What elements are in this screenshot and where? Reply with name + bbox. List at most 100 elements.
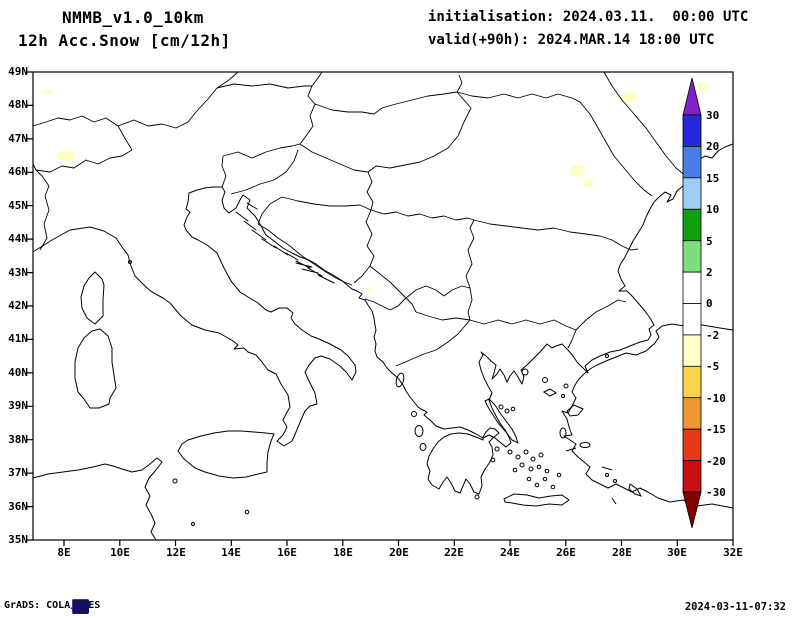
model-name: NMMB_v1.0_10km xyxy=(62,8,204,27)
lon-label: 16E xyxy=(277,546,297,559)
island xyxy=(613,479,617,483)
colorbar-segment xyxy=(682,365,702,399)
lon-label: 24E xyxy=(500,546,520,559)
axis-ticks xyxy=(27,71,734,546)
snow-patch xyxy=(583,179,593,187)
colorbar-segment xyxy=(682,208,702,242)
colorbar-tick-label: 0 xyxy=(706,297,713,310)
lon-label: 30E xyxy=(667,546,687,559)
islands xyxy=(128,260,643,526)
grads-credit: GrADS: COLA/IGES xyxy=(4,600,101,611)
colorbar-segment xyxy=(682,334,702,367)
colorbar-segment xyxy=(682,271,702,305)
island xyxy=(563,383,569,389)
island-zakynthos xyxy=(419,443,427,451)
island-karpathos xyxy=(611,497,617,505)
colorbar-segment xyxy=(682,145,702,179)
island xyxy=(534,482,540,488)
colorbar-tick-label: 5 xyxy=(706,235,713,248)
island xyxy=(512,467,518,473)
island xyxy=(494,446,500,452)
island-malta xyxy=(244,509,250,515)
lon-label: 12E xyxy=(166,546,186,559)
coastlines xyxy=(32,143,734,541)
island xyxy=(504,408,510,414)
snow-patch xyxy=(569,165,585,177)
island xyxy=(605,473,609,477)
colorbar-tick-label: 10 xyxy=(706,203,720,216)
lat-label: 46N xyxy=(8,165,28,178)
colorbar-tick-label: -5 xyxy=(706,360,720,373)
island xyxy=(474,494,480,500)
lat-label: 35N xyxy=(8,533,28,546)
grads-logo xyxy=(72,599,89,614)
lat-label: 40N xyxy=(8,366,28,379)
island-samothrace xyxy=(542,377,548,383)
colorbar-segment xyxy=(682,397,702,430)
snow-patch xyxy=(42,89,52,95)
island xyxy=(507,449,513,455)
coastline-mainland xyxy=(32,143,734,448)
lon-label: 32E xyxy=(723,546,743,559)
coastline-sardinia xyxy=(74,328,117,409)
lat-label: 44N xyxy=(8,232,28,245)
island xyxy=(556,472,562,478)
island xyxy=(538,452,544,458)
coastline-crete xyxy=(503,493,570,507)
coastline-north-africa xyxy=(32,457,163,541)
init-time: initialisation: 2024.03.11. 00:00 UTC xyxy=(428,9,749,25)
lon-label: 8E xyxy=(57,546,71,559)
colorbar-tick-label: -15 xyxy=(706,423,726,436)
lat-label: 48N xyxy=(8,98,28,111)
coastline-turkey xyxy=(561,323,734,509)
island xyxy=(523,449,529,455)
colorbar-segment xyxy=(682,460,702,493)
snow-patch xyxy=(697,82,709,90)
lat-label: 47N xyxy=(8,132,28,145)
island xyxy=(510,406,516,412)
lon-label: 18E xyxy=(333,546,353,559)
valid-time: valid(+90h): 2024.MAR.14 18:00 UTC xyxy=(428,32,715,48)
island xyxy=(536,464,542,470)
product-name: 12h Acc.Snow [cm/12h] xyxy=(18,31,231,50)
coastline-peloponnese xyxy=(426,427,500,495)
island-limnos xyxy=(543,388,557,397)
island-lesbos xyxy=(566,404,584,417)
island-lampedusa xyxy=(191,522,195,526)
colorbar-arrow-bottom xyxy=(682,491,702,529)
island xyxy=(528,466,534,472)
lon-label: 28E xyxy=(612,546,632,559)
snow-accumulation-patches xyxy=(42,82,709,292)
island-thasos xyxy=(521,368,529,376)
lat-label: 42N xyxy=(8,299,28,312)
colorbar-tick-label: -2 xyxy=(706,329,720,342)
lat-label: 43N xyxy=(8,266,28,279)
island xyxy=(605,354,609,358)
island-elba xyxy=(128,260,132,264)
lon-label: 14E xyxy=(221,546,241,559)
island-chios xyxy=(559,427,567,439)
country-borders xyxy=(32,71,687,367)
snow-patch xyxy=(56,151,76,161)
creation-timestamp: 2024-03-11-07:32 xyxy=(684,601,786,613)
colorbar-segment xyxy=(682,114,702,147)
coastline-sicily xyxy=(177,430,275,479)
lat-label: 39N xyxy=(8,399,28,412)
lat-label: 37N xyxy=(8,466,28,479)
colorbar-tick-label: -30 xyxy=(706,486,726,499)
colorbar xyxy=(682,77,702,529)
snow-patch xyxy=(366,286,372,292)
lat-label: 45N xyxy=(8,199,28,212)
island xyxy=(544,468,550,474)
island xyxy=(498,404,504,410)
island xyxy=(526,476,532,482)
lon-label: 20E xyxy=(389,546,409,559)
island-ikaria xyxy=(565,447,577,452)
colorbar-tick-label: 30 xyxy=(706,109,720,122)
coastline-corsica xyxy=(80,271,105,325)
lat-label: 41N xyxy=(8,332,28,345)
island xyxy=(530,456,536,462)
island xyxy=(519,462,525,468)
